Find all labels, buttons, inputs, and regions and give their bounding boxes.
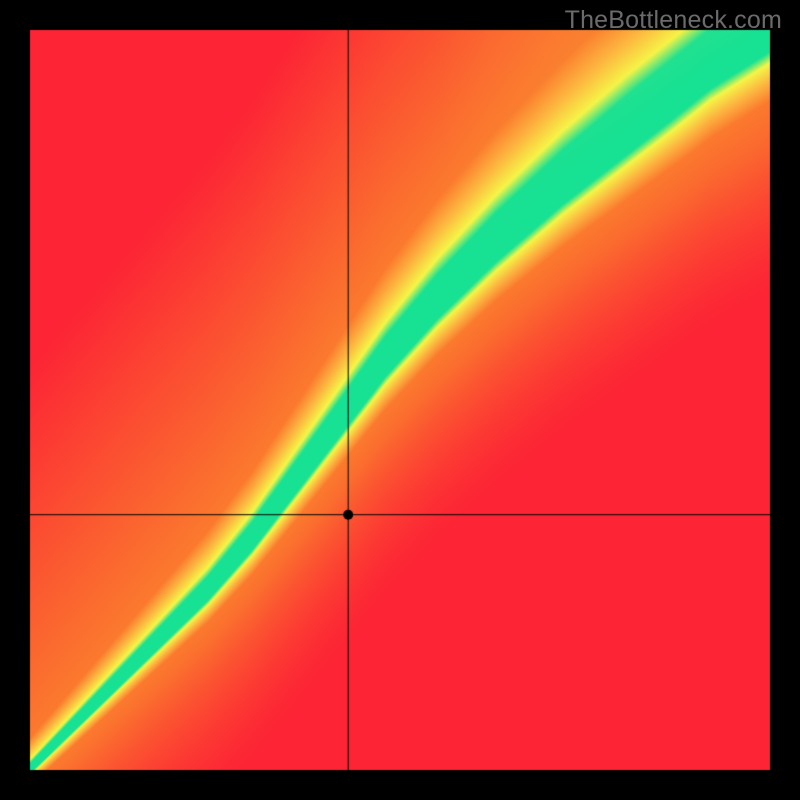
watermark-text: TheBottleneck.com: [565, 6, 782, 35]
bottleneck-heatmap: [0, 0, 800, 800]
chart-container: { "chart": { "type": "heatmap", "width":…: [0, 0, 800, 800]
